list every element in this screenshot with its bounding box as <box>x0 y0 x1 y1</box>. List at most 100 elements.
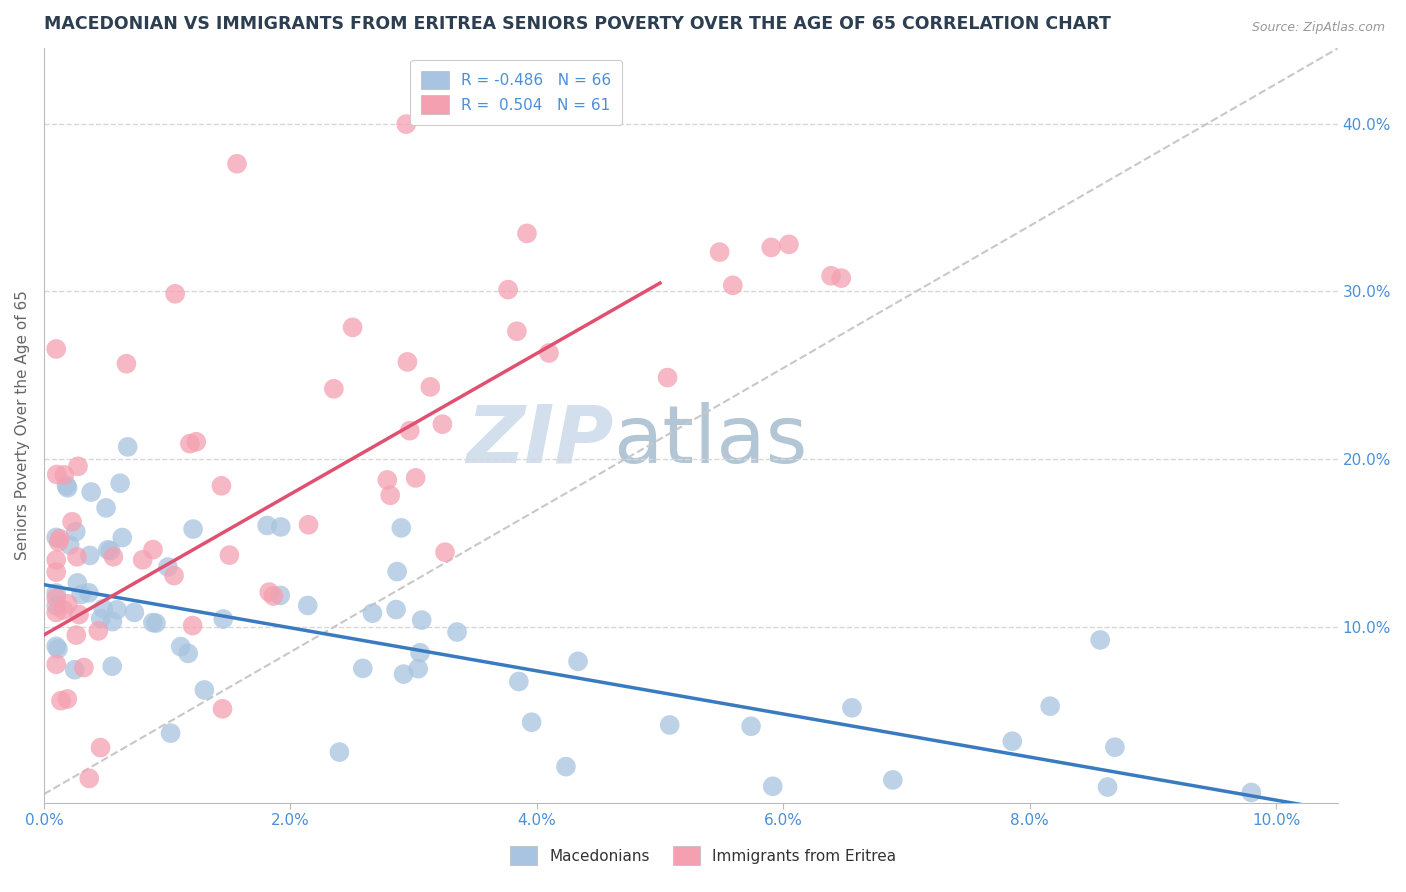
Point <box>170 640 193 654</box>
Point <box>740 719 762 733</box>
Point <box>105 603 128 617</box>
Point <box>385 602 408 616</box>
Point <box>165 286 187 301</box>
Point <box>115 357 138 371</box>
Point <box>820 268 842 283</box>
Point <box>159 726 181 740</box>
Point <box>97 542 120 557</box>
Point <box>89 740 111 755</box>
Text: atlas: atlas <box>613 401 807 480</box>
Point <box>45 467 67 482</box>
Point <box>66 575 89 590</box>
Point <box>59 538 82 552</box>
Point <box>45 640 67 654</box>
Point <box>45 530 67 544</box>
Point <box>209 479 232 493</box>
Point <box>46 641 69 656</box>
Point <box>380 488 402 502</box>
Text: Source: ZipAtlas.com: Source: ZipAtlas.com <box>1251 21 1385 34</box>
Point <box>496 283 519 297</box>
Point <box>406 662 429 676</box>
Point <box>506 324 529 338</box>
Point <box>94 500 117 515</box>
Point <box>270 520 292 534</box>
Point <box>67 607 90 622</box>
Point <box>555 759 578 773</box>
Text: ZIP: ZIP <box>465 401 613 480</box>
Point <box>1240 785 1263 799</box>
Point <box>269 588 291 602</box>
Point <box>211 702 233 716</box>
Point <box>389 521 412 535</box>
Point <box>73 660 96 674</box>
Point <box>212 612 235 626</box>
Point <box>55 479 77 493</box>
Point <box>103 549 125 564</box>
Point <box>841 700 863 714</box>
Point <box>108 476 131 491</box>
Point <box>181 522 204 536</box>
Point <box>434 545 457 559</box>
Point <box>66 459 89 474</box>
Point <box>1097 780 1119 794</box>
Point <box>508 674 530 689</box>
Point <box>101 659 124 673</box>
Point <box>375 473 398 487</box>
Point <box>411 613 433 627</box>
Point <box>398 424 420 438</box>
Point <box>45 342 67 356</box>
Point <box>60 515 83 529</box>
Point <box>52 603 75 617</box>
Point <box>163 568 186 582</box>
Point <box>778 237 800 252</box>
Point <box>520 715 543 730</box>
Point <box>45 586 67 600</box>
Point <box>48 534 70 549</box>
Point <box>226 157 249 171</box>
Point <box>142 615 165 630</box>
Point <box>124 606 146 620</box>
Point <box>762 780 785 794</box>
Point <box>1001 734 1024 748</box>
Point <box>177 646 200 660</box>
Point <box>352 661 374 675</box>
Point <box>90 612 112 626</box>
Point <box>45 606 67 620</box>
Point <box>79 549 101 563</box>
Point <box>262 589 284 603</box>
Point <box>65 524 87 539</box>
Point <box>45 553 67 567</box>
Point <box>179 436 201 450</box>
Point <box>405 471 427 485</box>
Point <box>56 692 79 706</box>
Point <box>328 745 350 759</box>
Point <box>87 624 110 638</box>
Point <box>322 382 344 396</box>
Point <box>53 467 76 482</box>
Point <box>49 694 72 708</box>
Point <box>297 599 319 613</box>
Point <box>385 565 408 579</box>
Point <box>77 586 100 600</box>
Point <box>1090 632 1112 647</box>
Point <box>45 565 67 579</box>
Point <box>257 585 280 599</box>
Point <box>657 370 679 384</box>
Point <box>432 417 454 432</box>
Point <box>91 601 114 615</box>
Text: MACEDONIAN VS IMMIGRANTS FROM ERITREA SENIORS POVERTY OVER THE AGE OF 65 CORRELA: MACEDONIAN VS IMMIGRANTS FROM ERITREA SE… <box>44 15 1111 33</box>
Point <box>66 549 89 564</box>
Point <box>721 278 744 293</box>
Point <box>218 548 240 562</box>
Point <box>145 616 167 631</box>
Point <box>63 663 86 677</box>
Point <box>361 606 384 620</box>
Point <box>830 271 852 285</box>
Point <box>45 657 67 672</box>
Point <box>181 618 204 632</box>
Point <box>100 543 122 558</box>
Y-axis label: Seniors Poverty Over the Age of 65: Seniors Poverty Over the Age of 65 <box>15 291 30 560</box>
Point <box>395 117 418 131</box>
Legend: Macedonians, Immigrants from Eritrea: Macedonians, Immigrants from Eritrea <box>503 840 903 871</box>
Point <box>156 560 179 574</box>
